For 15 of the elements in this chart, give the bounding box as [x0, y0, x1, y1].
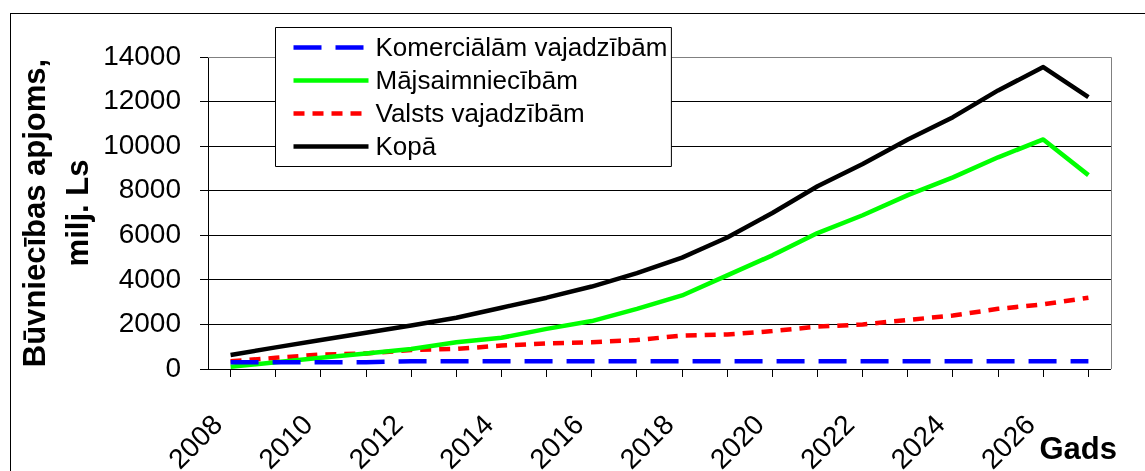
y-tick-label: 14000: [103, 39, 181, 71]
y-tick-label: 4000: [118, 262, 181, 294]
legend-label: Mājsaimniecībām: [375, 64, 578, 95]
x-axis-title: Gads: [1039, 431, 1117, 466]
y-tick-label: 10000: [103, 128, 181, 160]
line-series: [228, 295, 1091, 364]
y-tick-label: 2000: [118, 307, 181, 339]
y-tick-label: 12000: [103, 84, 181, 116]
y-axis-title: Būvniecības apjoms, milj. Ls: [16, 58, 95, 368]
legend-label: Kopā: [375, 130, 437, 161]
y-tick-label: 8000: [118, 173, 181, 205]
y-tick-label: 6000: [118, 218, 181, 249]
legend-label: Valsts vajadzībām: [375, 97, 585, 128]
y-tick-label: 0: [165, 351, 181, 383]
legend-label: Komerciālām vajadzībām: [375, 31, 668, 62]
